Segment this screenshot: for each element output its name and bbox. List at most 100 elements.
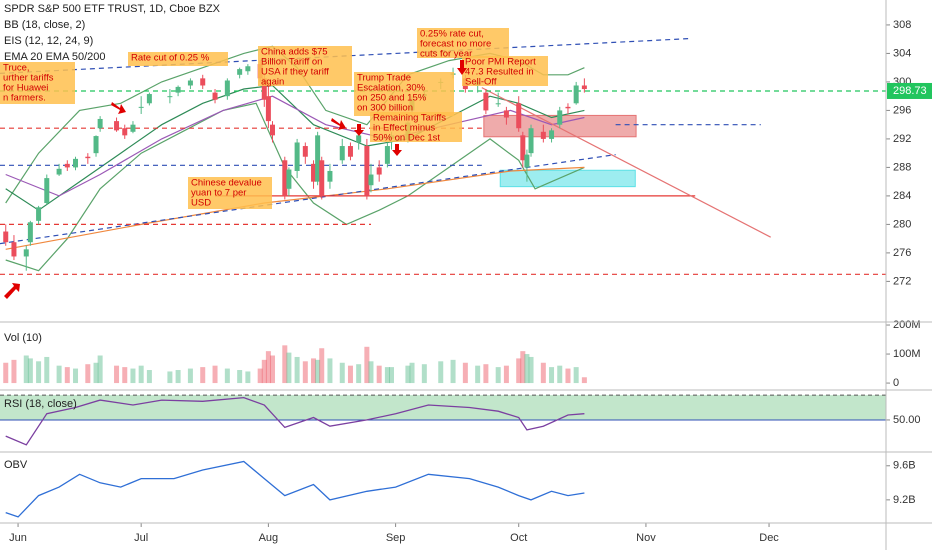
annotation-text: n farmers.	[3, 93, 46, 104]
candle-body	[146, 94, 152, 104]
candle-body	[286, 169, 292, 189]
y-tick-label: 0	[893, 377, 899, 389]
volume-bar	[368, 361, 374, 384]
candle-body	[114, 121, 120, 131]
volume-bar	[528, 356, 534, 384]
candle-body	[315, 135, 321, 182]
volume-bar	[421, 364, 427, 384]
annotation-box	[462, 56, 548, 86]
annotation-text: yuan to 7 per	[191, 188, 246, 199]
candle-body	[224, 80, 230, 97]
last-price-box	[887, 82, 932, 99]
annotation-text: Escalation, 30%	[357, 83, 426, 94]
volume-bar	[376, 365, 382, 384]
overlay-line	[5, 102, 585, 272]
candle-body	[557, 110, 563, 125]
volume-bar	[175, 370, 181, 384]
candle-body	[368, 174, 374, 186]
y-tick-label: 288	[893, 161, 911, 173]
volume-bar	[347, 365, 353, 384]
volume-bar	[23, 355, 29, 384]
volume-bar	[573, 367, 579, 384]
volume-bar	[327, 358, 333, 384]
volume-bar	[27, 358, 33, 384]
candle-body	[245, 66, 251, 72]
annotation-text: 47.3 Resulted in	[465, 67, 534, 78]
candle-body	[520, 135, 526, 161]
volume-bar	[364, 346, 370, 384]
candle-body	[540, 131, 546, 139]
candle-body	[212, 92, 218, 100]
y-tick-label: 292	[893, 133, 911, 145]
volume-bar	[93, 362, 99, 384]
volume-bar	[11, 359, 17, 384]
volume-bar	[503, 365, 509, 384]
annotation-box	[188, 177, 272, 209]
volume-bar	[409, 362, 415, 384]
candle-body	[516, 103, 522, 129]
volume-bar	[44, 356, 50, 384]
indicator-line	[5, 396, 585, 446]
volume-bar	[36, 361, 42, 384]
candle-body	[130, 124, 136, 132]
volume-bar	[245, 371, 251, 384]
candle-body	[97, 118, 103, 129]
volume-bar	[520, 351, 526, 384]
volume-bar	[319, 348, 325, 384]
arrow	[331, 118, 346, 130]
volume-bar	[294, 356, 300, 384]
candle-body	[347, 146, 353, 157]
candle-body	[44, 178, 50, 204]
zone	[499, 169, 636, 188]
volume-bar	[114, 365, 120, 384]
candle-body	[376, 167, 382, 175]
candle-body	[503, 110, 509, 118]
volume-bar	[269, 355, 275, 384]
volume-bar	[138, 365, 144, 384]
volume-bar	[540, 362, 546, 384]
volume-bar	[146, 370, 152, 384]
y-tick-label: 9.6B	[893, 460, 916, 472]
annotation-text: USD	[191, 198, 211, 209]
y-tick-label: 280	[893, 218, 911, 230]
y-tick-label: 50.00	[893, 414, 921, 426]
volume-bar	[224, 368, 230, 384]
annotation-text: urther tariffs	[3, 73, 54, 84]
volume-bar	[356, 364, 362, 384]
annotation-text: Chinese devalue	[191, 178, 262, 189]
x-tick-label: Sep	[386, 532, 406, 544]
arrow	[111, 102, 126, 114]
volume-bar	[167, 371, 173, 384]
volume-bar	[257, 368, 263, 384]
volume-bar	[450, 359, 456, 384]
candle-body	[93, 136, 99, 154]
candle-body	[200, 78, 206, 86]
annotation-text: for Huawei	[3, 83, 48, 94]
chart-title: SPDR S&P 500 ETF TRUST, 1D, Cboe BZX	[4, 3, 221, 15]
annotation-text: again	[261, 77, 284, 88]
indicator-line	[5, 460, 585, 518]
arrow	[4, 283, 20, 299]
y-tick-label: 308	[893, 19, 911, 31]
volume-bar	[516, 358, 522, 384]
candle-body	[64, 163, 70, 168]
panel-title: Vol (10)	[4, 332, 42, 344]
volume-bar	[64, 367, 70, 384]
candle-body	[581, 85, 587, 90]
annotation-box	[370, 112, 462, 142]
volume-bar	[405, 365, 411, 384]
candle-body	[483, 92, 489, 111]
volume-bar	[187, 368, 193, 384]
x-tick-label: Dec	[759, 532, 779, 544]
annotation-text: Truce,	[3, 63, 30, 74]
overlay-line	[481, 87, 771, 238]
annotation-text: Remaining Tariffs	[373, 113, 446, 124]
candle-body	[73, 158, 79, 168]
candle-body	[282, 160, 288, 196]
y-tick-label: 284	[893, 190, 911, 202]
annotation-text: on 250 and 15%	[357, 93, 427, 104]
volume-bar	[311, 358, 317, 384]
volume-bar	[557, 365, 563, 384]
